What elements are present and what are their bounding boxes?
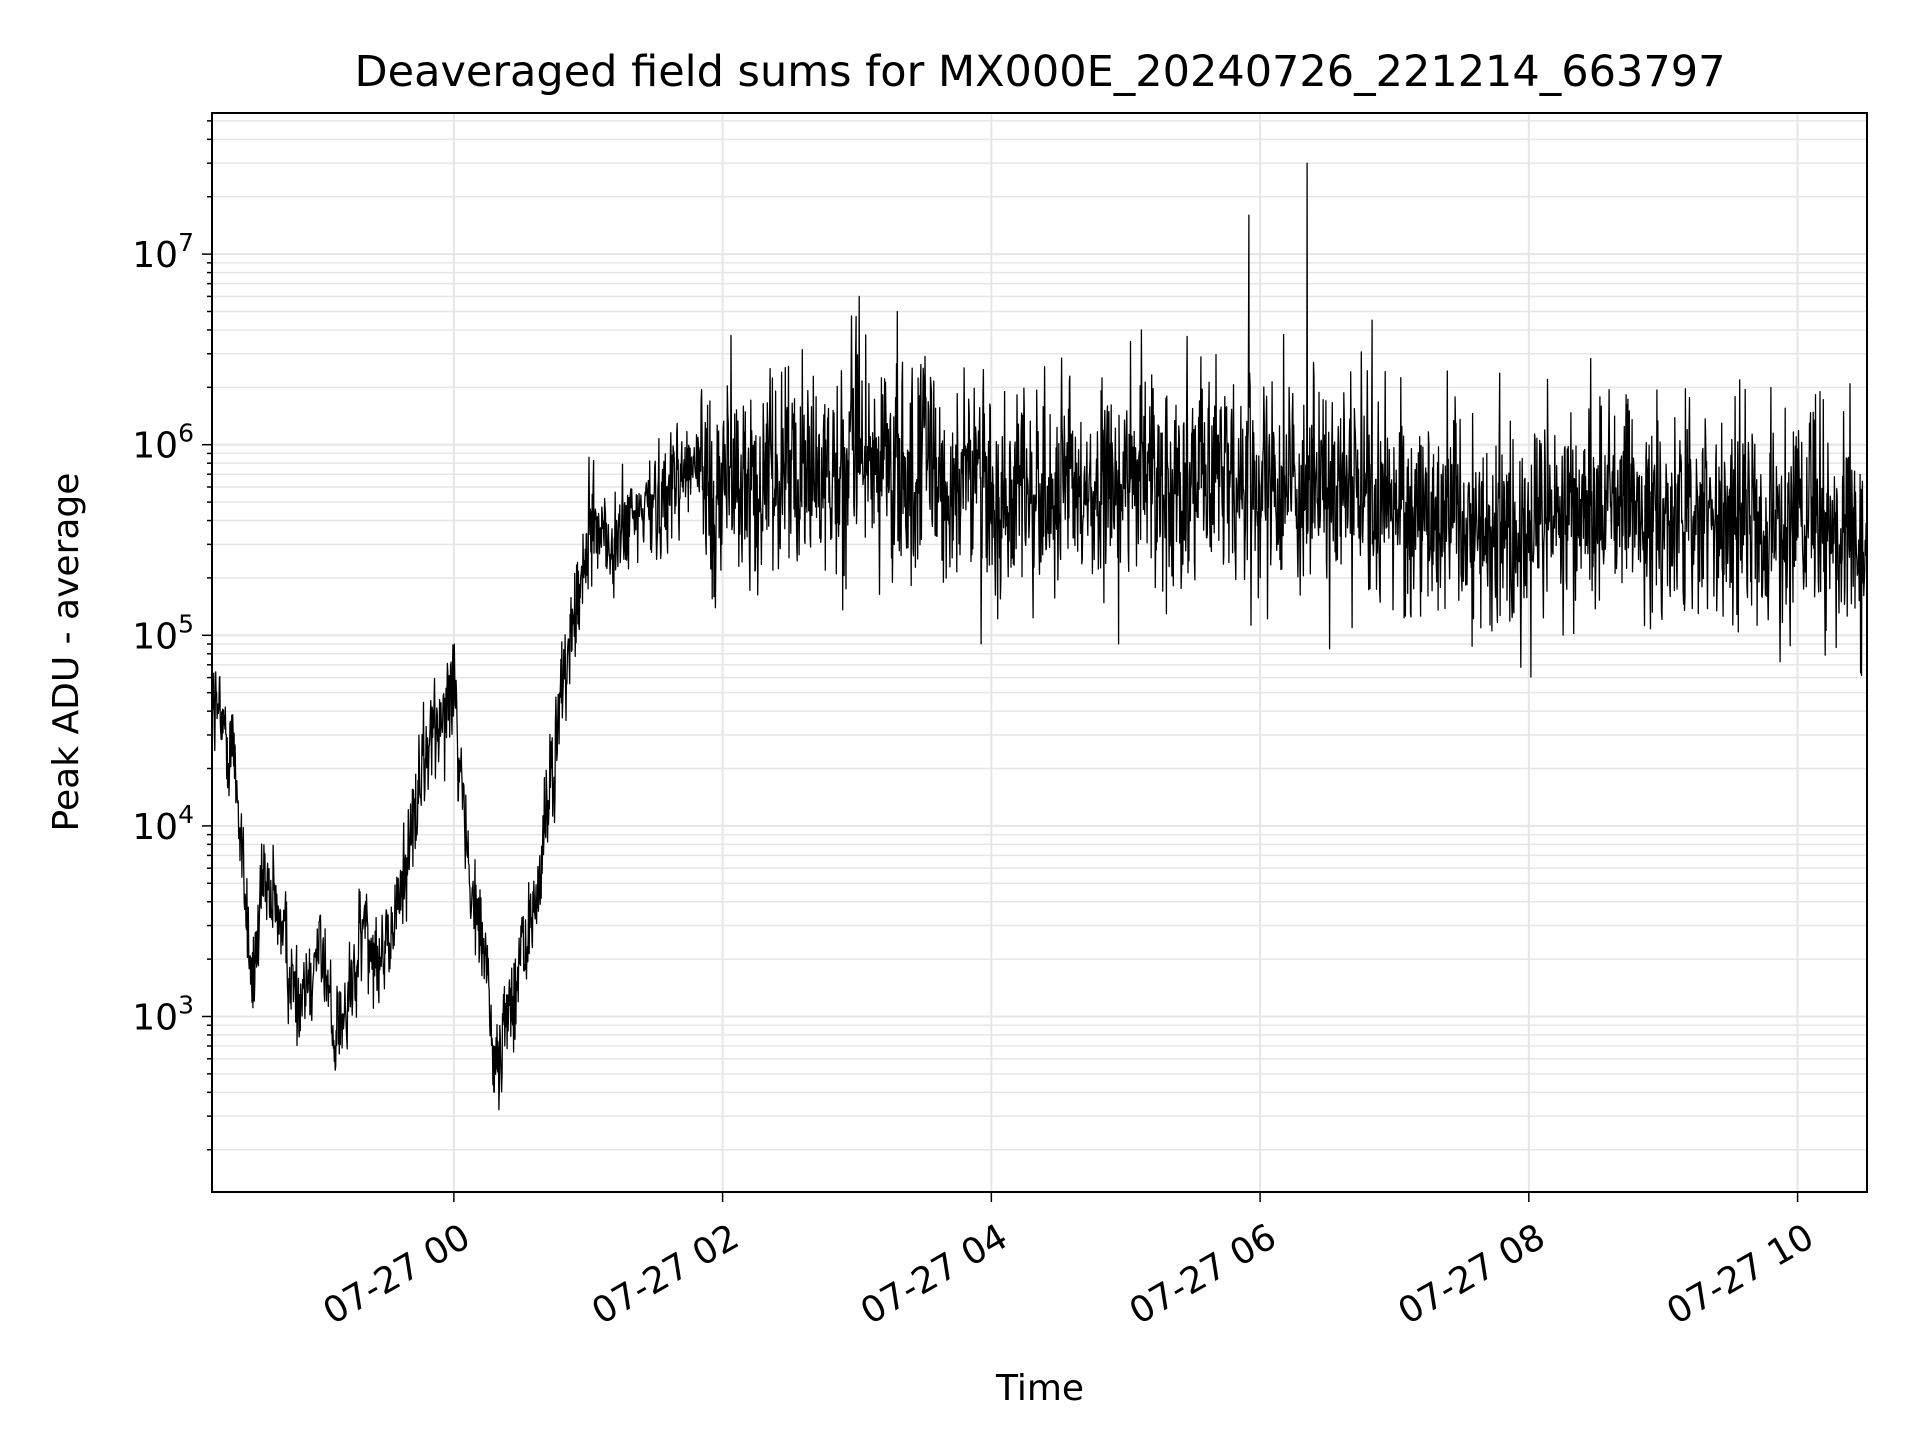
y-axis-label: Peak ADU - average xyxy=(46,473,87,832)
y-tick-label: 104 xyxy=(132,800,194,848)
y-tick-label: 105 xyxy=(132,609,194,657)
grid xyxy=(212,113,1867,1192)
y-tick-label: 106 xyxy=(132,419,194,467)
series-line xyxy=(211,162,1868,1111)
plot-data xyxy=(211,162,1868,1111)
plot-frame xyxy=(211,112,1868,1193)
y-tick-label: 103 xyxy=(132,990,194,1038)
chart-title: Deaveraged field sums for MX000E_2024072… xyxy=(355,47,1726,97)
y-tick-label: 107 xyxy=(132,228,194,276)
x-axis-label: Time xyxy=(995,1368,1084,1409)
